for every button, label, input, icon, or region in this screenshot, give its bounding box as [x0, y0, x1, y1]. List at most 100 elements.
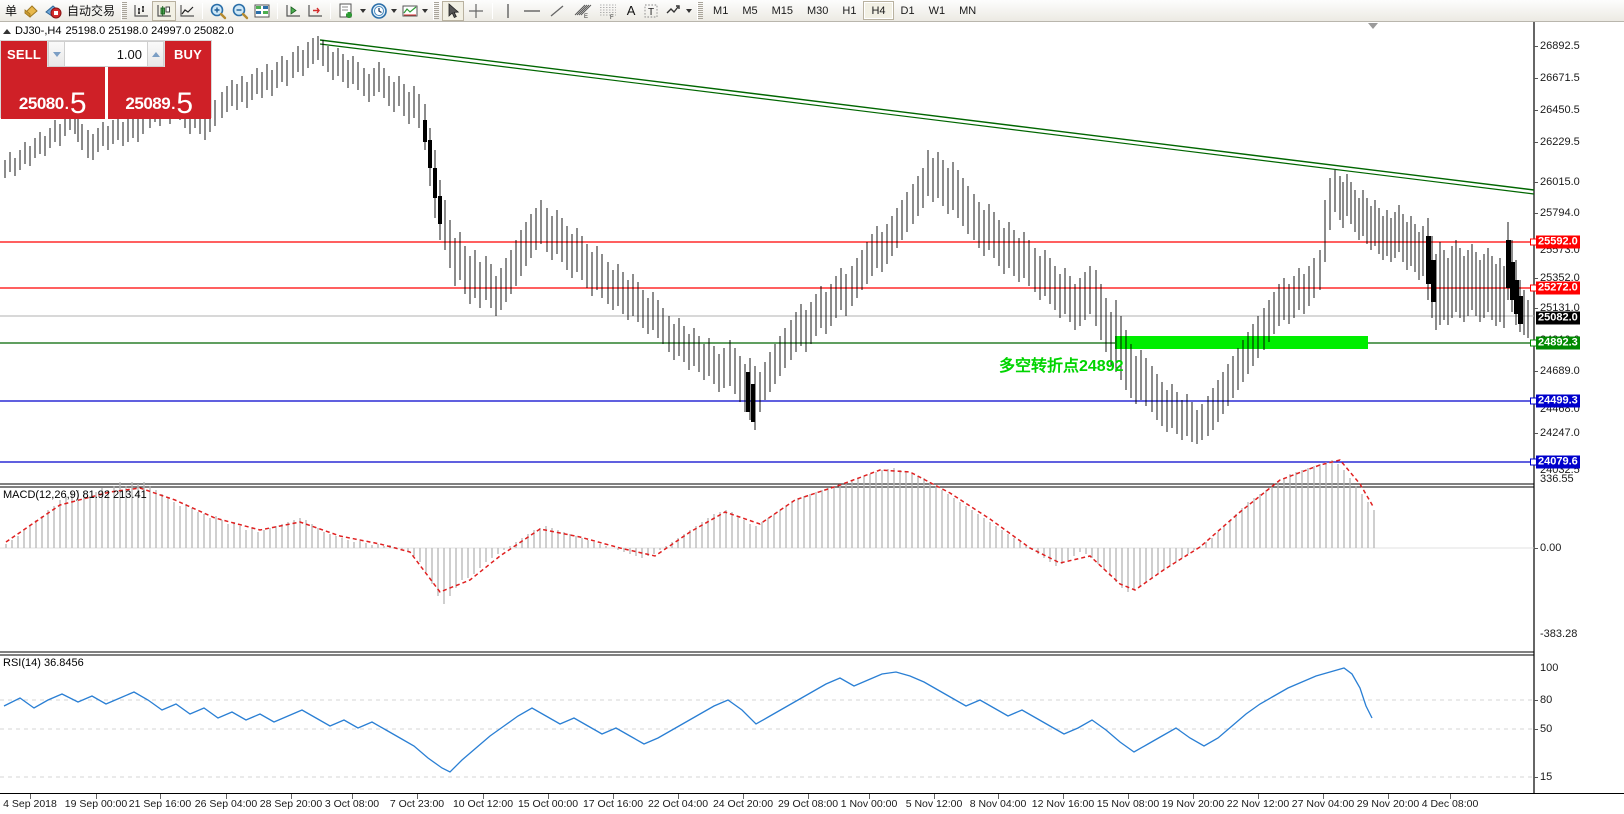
toolbar-separator-2	[277, 2, 279, 19]
time-tick-label: 19 Nov 20:00	[1161, 798, 1225, 810]
cursor-icon[interactable]	[442, 0, 465, 21]
sell-price-fraction: 5	[69, 86, 87, 120]
data-window-icon[interactable]	[251, 1, 273, 21]
new-object-icon[interactable]	[335, 1, 359, 21]
chevron-down-icon	[52, 51, 61, 57]
time-tick-label: 24 Oct 20:00	[712, 798, 774, 810]
time-tick-label: 5 Nov 12:00	[905, 798, 963, 810]
macd-tick-label-top: 336.55	[1540, 473, 1574, 485]
time-tick-label: 15 Nov 08:00	[1096, 798, 1160, 810]
shapes-dropdown-icon[interactable]	[686, 8, 693, 13]
rsi-label: RSI(14) 36.8456	[3, 657, 84, 669]
macd-tick-label-zero: 0.00	[1540, 542, 1562, 554]
zoom-out-icon[interactable]	[229, 1, 251, 21]
sell-button[interactable]: SELL	[1, 41, 47, 67]
templates-icon[interactable]	[399, 1, 421, 21]
candlestick-chart-icon[interactable]	[152, 0, 177, 21]
price-tick-label: 26892.5	[1540, 40, 1580, 52]
timeframe-d1[interactable]: D1	[900, 4, 915, 17]
auto-scroll-icon[interactable]	[304, 1, 326, 21]
volume-increase-button[interactable]	[147, 41, 164, 67]
zoom-in-icon[interactable]	[207, 1, 229, 21]
expert-advisor-icon[interactable]	[20, 1, 42, 21]
trendline-icon[interactable]	[545, 1, 569, 21]
timeframe-m5[interactable]: M5	[742, 4, 758, 17]
vertical-line-icon[interactable]	[497, 1, 519, 21]
time-tick-label: 1 Nov 00:00	[840, 798, 898, 810]
resistance-level-1-badge[interactable]: 25592.0	[1536, 235, 1580, 249]
crosshair-icon[interactable]	[464, 1, 488, 21]
svg-text:T: T	[648, 7, 654, 18]
line-chart-icon[interactable]	[176, 1, 198, 21]
buy-button[interactable]: BUY	[165, 41, 211, 67]
timeframe-m1[interactable]: M1	[713, 4, 729, 17]
chart-header: DJ30-,H4 25198.0 25198.0 24997.0 25082.0	[0, 23, 234, 39]
horizontal-line-icon[interactable]	[519, 1, 545, 21]
pivot-annotation-text: 多空转折点24892	[999, 358, 1124, 375]
toolbar-grip-2[interactable]	[433, 1, 440, 20]
price-tick-label: 25794.0	[1540, 207, 1580, 219]
time-tick-label: 22 Nov 12:00	[1226, 798, 1290, 810]
buy-price-display[interactable]: 25089 . 5	[107, 67, 211, 120]
new-object-dropdown-icon[interactable]	[360, 8, 367, 13]
toolbar-left-label: 单	[5, 4, 18, 18]
sell-price-decimal-point: .	[64, 96, 69, 113]
svg-text:E: E	[584, 14, 588, 20]
sell-price-integer: 25080	[18, 94, 64, 113]
autotrade-label[interactable]: 自动交易	[67, 4, 116, 18]
timeframe-h1[interactable]: H1	[842, 4, 857, 17]
fibo-fan-icon[interactable]: F	[595, 1, 621, 21]
macd-tick-label-bottom: -383.28	[1540, 628, 1578, 640]
time-tick-label: 7 Oct 23:00	[389, 798, 445, 810]
time-tick-label: 15 Oct 00:00	[517, 798, 579, 810]
chart-shift-icon[interactable]	[282, 1, 304, 21]
time-tick-label: 26 Sep 04:00	[194, 798, 258, 810]
buy-price-fraction: 5	[176, 86, 194, 120]
time-tick-label: 4 Dec 08:00	[1421, 798, 1479, 810]
shapes-icon[interactable]	[661, 1, 685, 21]
rsi-tick-label-50: 50	[1540, 723, 1553, 735]
collapse-triangle-icon[interactable]	[3, 28, 11, 34]
price-tick-label: 26450.5	[1540, 104, 1580, 116]
volume-input[interactable]: 1.00	[65, 41, 147, 67]
time-tick-label: 17 Oct 16:00	[582, 798, 644, 810]
sell-price-display[interactable]: 25080 . 5	[1, 67, 108, 119]
volume-decrease-button[interactable]	[48, 41, 65, 67]
resistance-level-2-badge[interactable]: 25272.0	[1536, 281, 1580, 295]
buy-price-integer: 25089	[125, 94, 171, 113]
current-price-badge[interactable]: 25082.0	[1536, 311, 1580, 325]
text-object-icon[interactable]: T	[641, 1, 661, 21]
timeframe-mn[interactable]: MN	[959, 4, 977, 17]
toolbar-grip-3[interactable]	[697, 1, 704, 20]
period-dropdown-icon[interactable]	[391, 8, 398, 13]
support-level-1-badge[interactable]: 24499.3	[1536, 394, 1580, 408]
pivot-level-badge[interactable]: 24892.3	[1536, 336, 1580, 350]
bar-chart-icon[interactable]	[130, 1, 152, 21]
timeframe-m15[interactable]: M15	[771, 4, 793, 17]
chart-scroll-marker[interactable]	[1368, 23, 1378, 29]
trade-panel-prices: 25080 . 5 25089 . 5	[1, 67, 211, 119]
autotrade-icon[interactable]	[42, 1, 64, 21]
templates-dropdown-icon[interactable]	[422, 8, 429, 13]
fibonacci-icon[interactable]: E	[569, 1, 595, 21]
period-clock-icon[interactable]	[368, 1, 390, 21]
timeframe-w1[interactable]: W1	[928, 4, 946, 17]
time-tick-label: 29 Oct 08:00	[777, 798, 839, 810]
text-label-icon[interactable]: A	[626, 3, 636, 18]
time-tick-label: 19 Sep 00:00	[64, 798, 128, 810]
one-click-trading-panel[interactable]: SELL 1.00 BUY 25080 . 5 25089 . 5	[0, 40, 212, 119]
toolbar-separator-3	[330, 2, 332, 19]
time-tick-label: 3 Oct 08:00	[324, 798, 380, 810]
chevron-up-icon	[151, 51, 160, 57]
timeframe-m30[interactable]: M30	[807, 4, 829, 17]
toolbar-separator-1	[202, 2, 204, 19]
rsi-tick-label-100: 100	[1540, 662, 1559, 674]
time-axis[interactable]: 4 Sep 2018 19 Sep 00:00 21 Sep 16:00 26 …	[0, 793, 1624, 814]
toolbar-grip-1[interactable]	[121, 1, 128, 20]
support-level-2-badge[interactable]: 24079.6	[1536, 455, 1580, 469]
main-toolbar: 单 自动交易	[0, 0, 1624, 22]
time-tick-label: 28 Sep 20:00	[259, 798, 323, 810]
volume-stepper[interactable]: 1.00	[47, 41, 165, 67]
timeframe-h4[interactable]: H4	[863, 1, 894, 20]
